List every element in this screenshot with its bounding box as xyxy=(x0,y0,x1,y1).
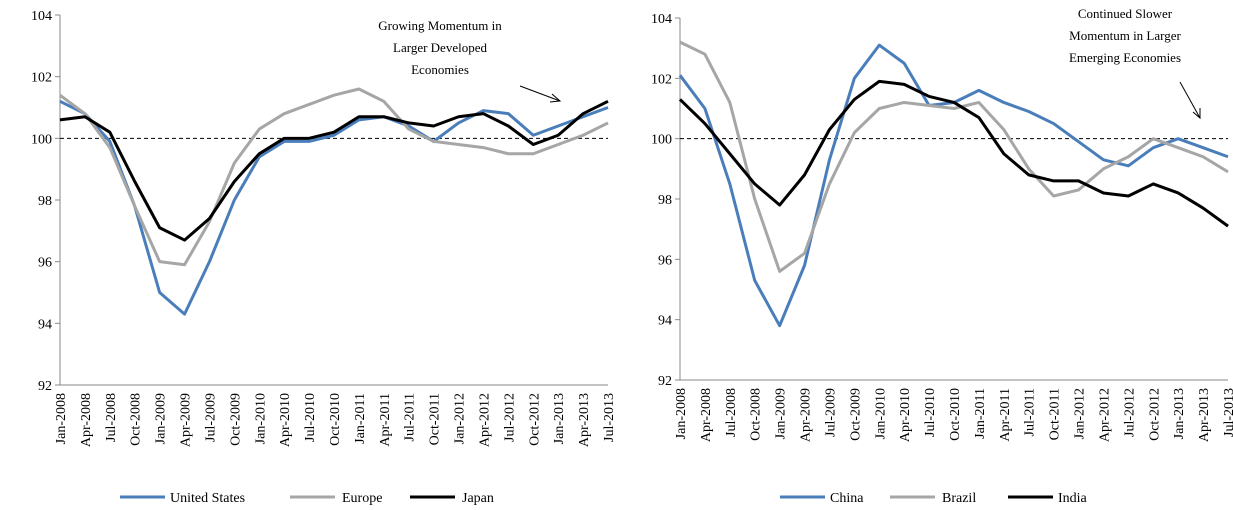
y-tick-label: 96 xyxy=(658,253,672,268)
y-tick-label: 100 xyxy=(31,132,52,147)
x-tick-label: Jul-2013 xyxy=(602,393,617,442)
y-tick-label: 102 xyxy=(651,72,672,87)
x-tick-label: Jan-2008 xyxy=(674,388,689,439)
annotation-arrow xyxy=(1179,81,1201,119)
x-tick-label: Apr-2012 xyxy=(477,393,492,447)
legend-label: Japan xyxy=(462,491,494,506)
x-tick-label: Oct-2010 xyxy=(328,393,343,446)
x-tick-label: Jul-2012 xyxy=(1122,388,1137,437)
x-tick-label: Jan-2010 xyxy=(873,388,888,439)
legend-label: Brazil xyxy=(942,491,976,506)
y-tick-label: 94 xyxy=(38,317,52,332)
y-tick-label: 92 xyxy=(38,379,52,394)
annotation-arrow xyxy=(519,85,561,102)
y-tick-label: 102 xyxy=(31,71,52,86)
x-tick-label: Oct-2008 xyxy=(749,388,764,441)
y-tick-label: 92 xyxy=(658,374,672,389)
y-tick-label: 98 xyxy=(658,193,672,208)
x-tick-label: Jan-2012 xyxy=(1073,388,1088,439)
annotation: Growing Momentum in xyxy=(378,18,502,33)
x-tick-label: Jul-2009 xyxy=(823,388,838,437)
x-tick-label: Jan-2013 xyxy=(1172,388,1187,439)
x-tick-label: Jul-2010 xyxy=(303,393,318,442)
y-tick-label: 104 xyxy=(31,9,52,24)
x-tick-label: Apr-2009 xyxy=(179,393,194,447)
annotation: Larger Developed xyxy=(393,40,487,55)
legend-label: Europe xyxy=(342,491,382,506)
x-tick-label: Jan-2013 xyxy=(552,393,567,444)
y-tick-label: 94 xyxy=(658,314,672,329)
x-tick-label: Jul-2010 xyxy=(923,388,938,437)
x-tick-label: Jan-2011 xyxy=(973,388,988,439)
x-tick-label: Apr-2013 xyxy=(1197,388,1212,442)
x-tick-label: Apr-2010 xyxy=(898,388,913,442)
x-tick-label: Oct-2010 xyxy=(948,388,963,441)
x-tick-label: Jan-2009 xyxy=(774,388,789,439)
x-tick-label: Apr-2011 xyxy=(378,393,393,447)
annotation: Momentum in Larger xyxy=(1069,28,1181,43)
y-tick-label: 104 xyxy=(651,12,672,27)
x-tick-label: Jan-2008 xyxy=(54,393,69,444)
x-tick-label: Oct-2009 xyxy=(848,388,863,441)
x-tick-label: Apr-2012 xyxy=(1097,388,1112,442)
annotation: Emerging Economies xyxy=(1069,50,1181,65)
x-tick-label: Jan-2012 xyxy=(453,393,468,444)
x-tick-label: Jul-2011 xyxy=(403,393,418,441)
x-tick-label: Apr-2009 xyxy=(799,388,814,442)
series-line xyxy=(59,87,609,267)
legend-label: China xyxy=(830,491,864,506)
series-line xyxy=(59,99,609,242)
x-tick-label: Oct-2008 xyxy=(129,393,144,446)
x-tick-label: Jul-2009 xyxy=(203,393,218,442)
series-line xyxy=(678,43,1229,328)
annotation: Continued Slower xyxy=(1078,6,1173,21)
x-tick-label: Jan-2009 xyxy=(154,393,169,444)
x-tick-label: Jan-2011 xyxy=(353,393,368,444)
x-tick-label: Apr-2011 xyxy=(998,388,1013,442)
y-tick-label: 98 xyxy=(38,194,52,209)
x-tick-label: Jul-2013 xyxy=(1222,388,1233,437)
annotation: Economies xyxy=(411,62,469,77)
series-line xyxy=(679,40,1229,273)
x-tick-label: Apr-2008 xyxy=(79,393,94,447)
x-tick-label: Jul-2008 xyxy=(104,393,119,442)
y-tick-label: 96 xyxy=(38,256,52,271)
x-tick-label: Oct-2012 xyxy=(527,393,542,446)
y-tick-label: 100 xyxy=(651,133,672,148)
x-tick-label: Oct-2009 xyxy=(228,393,243,446)
x-tick-label: Apr-2010 xyxy=(278,393,293,447)
x-tick-label: Apr-2013 xyxy=(577,393,592,447)
x-tick-label: Jan-2010 xyxy=(253,393,268,444)
series-line xyxy=(59,99,609,316)
legend-label: India xyxy=(1058,491,1088,506)
series-line xyxy=(678,79,1229,228)
legend-label: United States xyxy=(170,491,245,506)
annotation-arrowhead xyxy=(549,93,562,103)
x-tick-label: Oct-2011 xyxy=(428,393,443,445)
x-tick-label: Oct-2011 xyxy=(1048,388,1063,440)
x-tick-label: Jul-2011 xyxy=(1023,388,1038,436)
x-tick-label: Jul-2008 xyxy=(724,388,739,437)
x-tick-label: Jul-2012 xyxy=(502,393,517,442)
x-tick-label: Apr-2008 xyxy=(699,388,714,442)
x-tick-label: Oct-2012 xyxy=(1147,388,1162,441)
annotation-arrowhead xyxy=(1192,108,1201,120)
